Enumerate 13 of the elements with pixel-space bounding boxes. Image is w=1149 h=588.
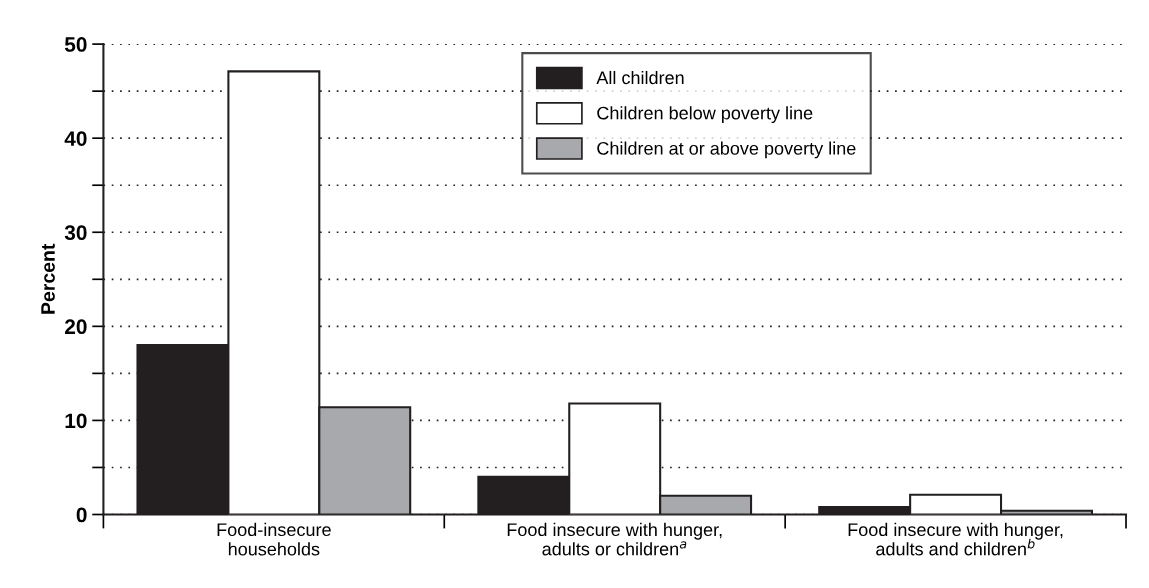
y-axis-title: Percent (41, 243, 55, 314)
y-tick-label: 50 (64, 37, 87, 52)
legend-label: All children (596, 70, 684, 85)
x-tick-label: Food insecure with hunger, adults and children$^{b}$ (848, 522, 1063, 556)
y-tick-label: 10 (65, 413, 87, 429)
y-tick-label: 30 (64, 225, 87, 241)
x-tick-label: Food insecure with hunger, adults or children$^{a}$ (507, 522, 722, 556)
x-tick-label: Food-insecure households (217, 522, 331, 556)
legend-label: Children below poverty line (597, 106, 813, 124)
y-tick-label: 0 (76, 507, 87, 523)
y-tick-label: 20 (64, 319, 87, 335)
y-tick-label: 40 (64, 131, 87, 146)
legend-label: Children at or above poverty line (597, 141, 856, 159)
